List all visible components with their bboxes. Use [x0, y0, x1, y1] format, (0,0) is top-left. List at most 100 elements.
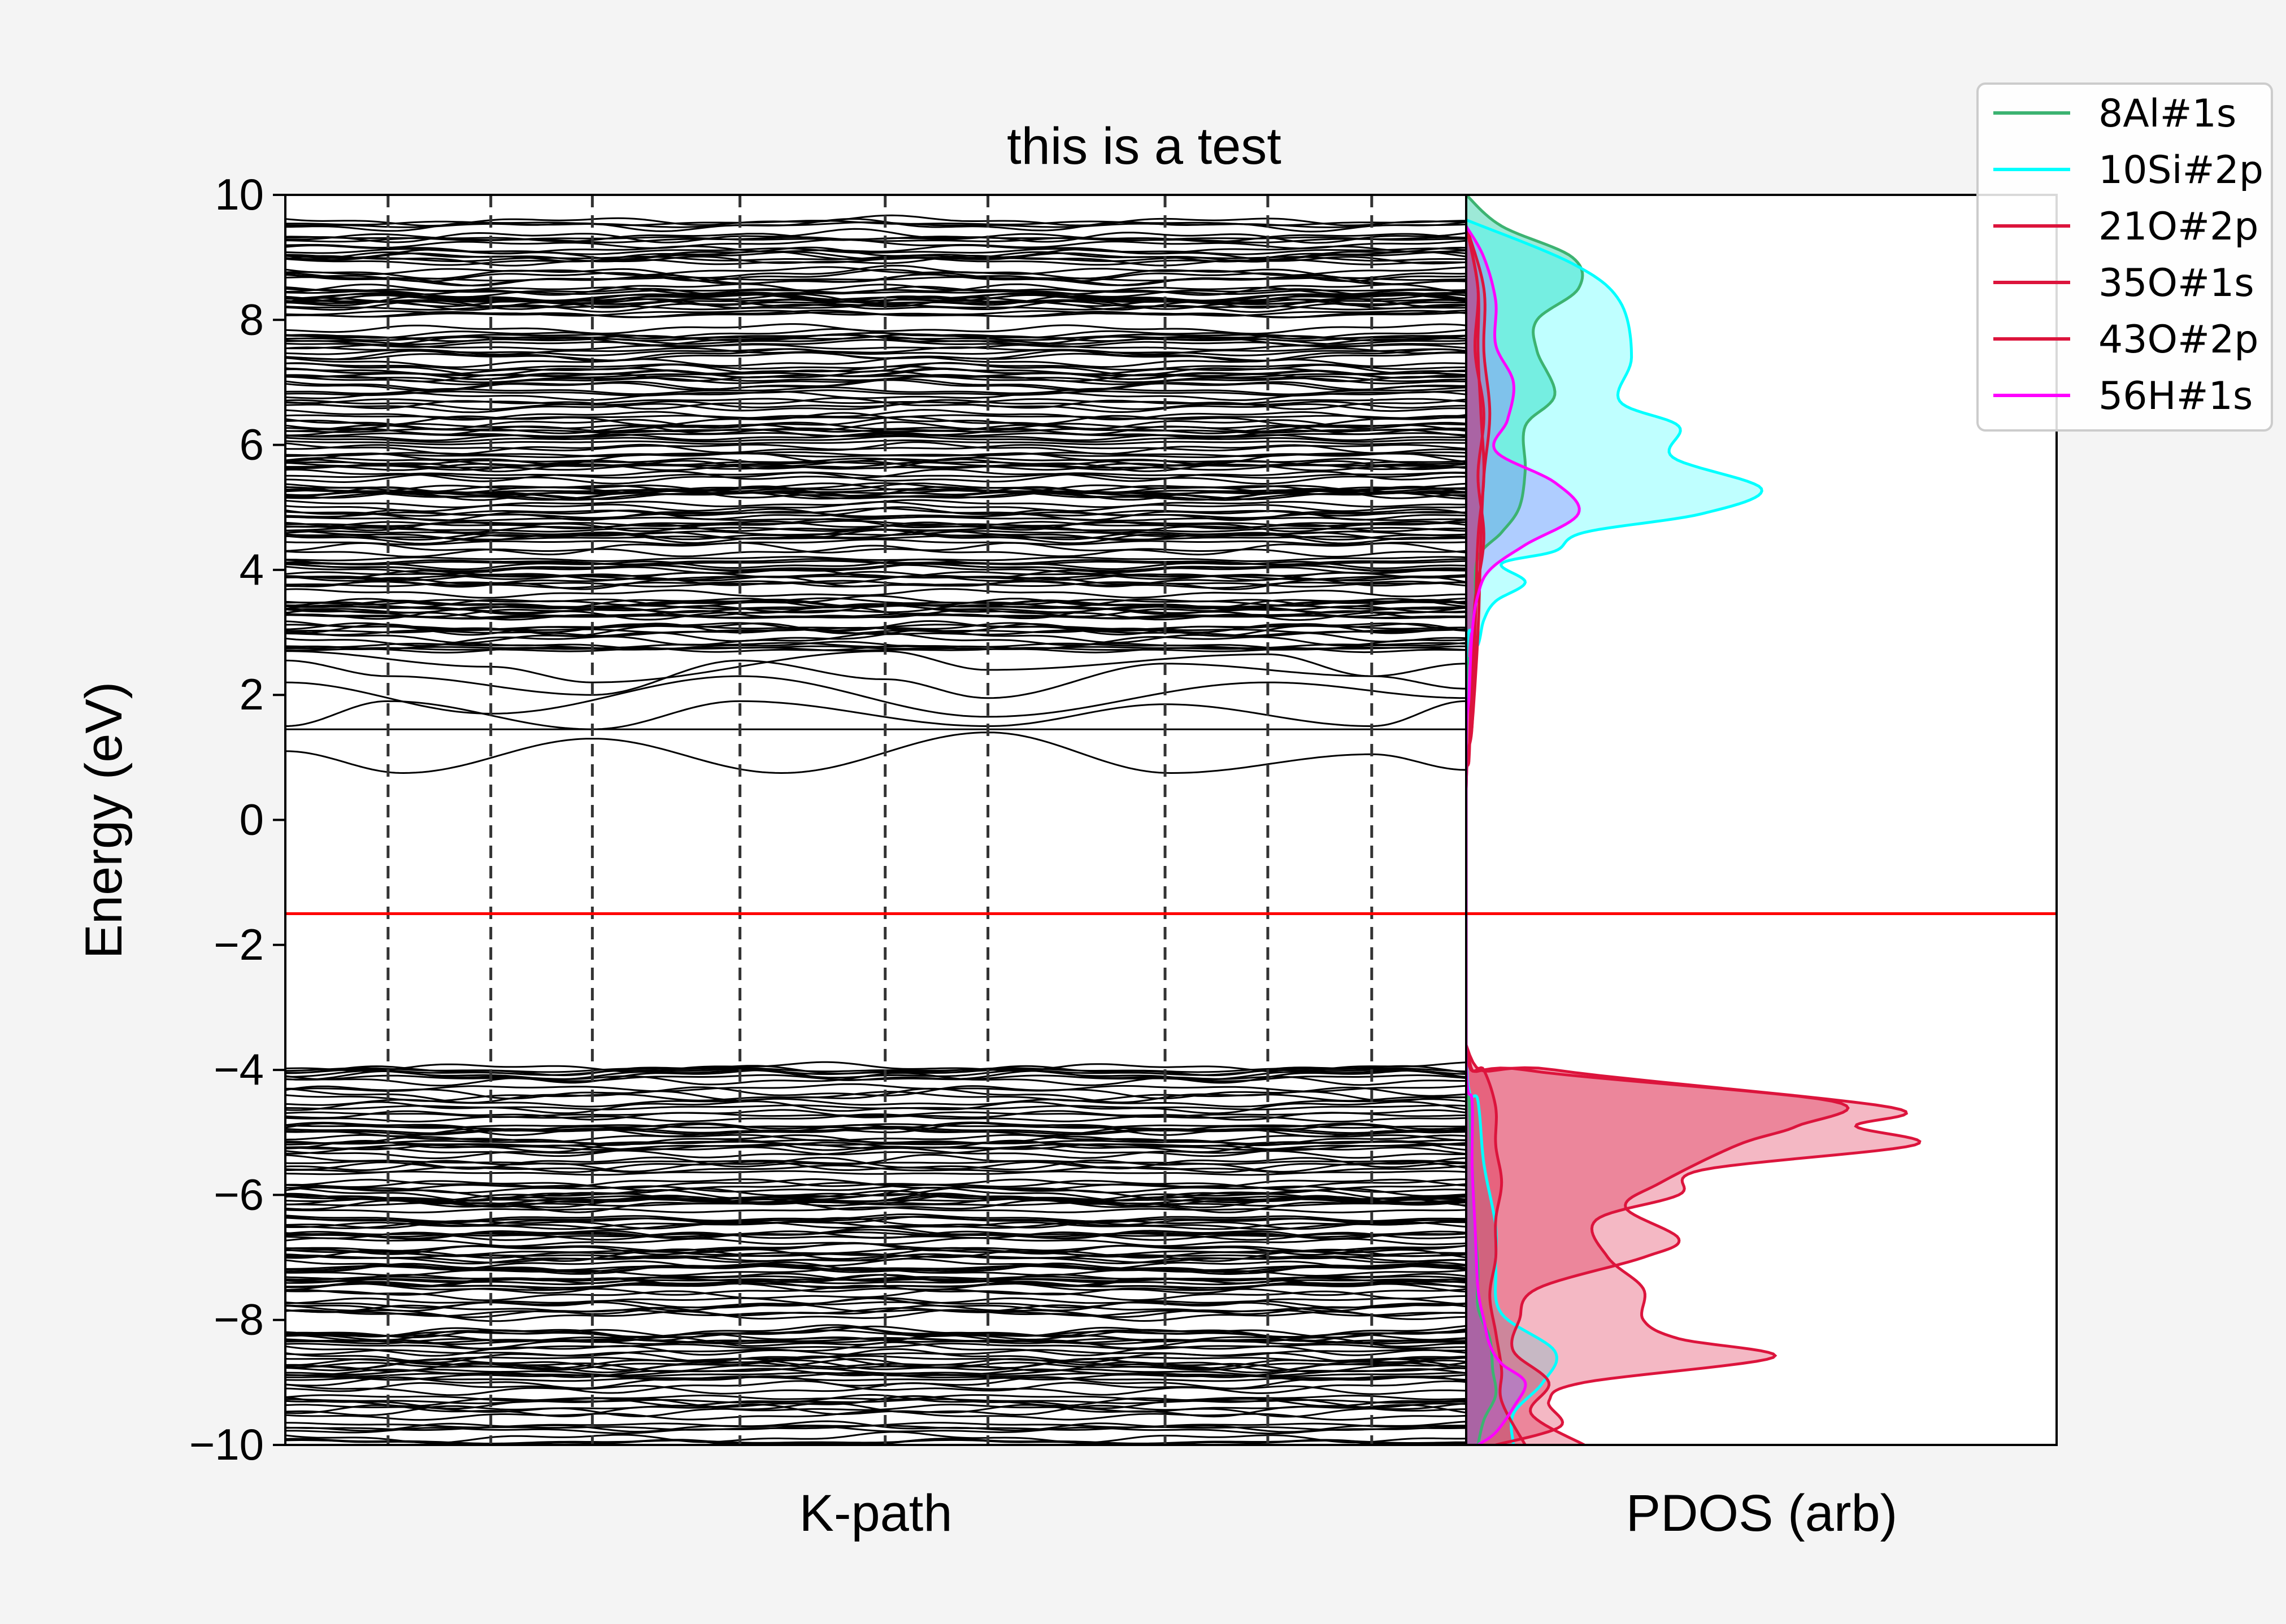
band-line	[285, 390, 1466, 401]
band-line	[285, 614, 1466, 620]
band-line	[285, 529, 1466, 542]
pdos-plot-area	[1466, 195, 2057, 1445]
y-tick-label: 2	[240, 669, 264, 719]
band-line	[285, 1325, 1466, 1339]
band-line	[285, 526, 1466, 533]
band-line	[285, 293, 1466, 309]
band-line	[285, 408, 1466, 421]
band-line	[285, 1303, 1466, 1315]
pdos-line-4	[1466, 225, 1527, 1445]
band-line	[285, 1061, 1466, 1073]
band-line	[285, 228, 1466, 244]
y-tick-label: 8	[240, 294, 264, 344]
band-line	[285, 641, 1466, 651]
band-line	[285, 622, 1466, 637]
band-line	[285, 399, 1466, 411]
band-line	[285, 568, 1466, 581]
band-line	[285, 1142, 1466, 1151]
band-line	[285, 389, 1466, 397]
x-axis-label-pdos: PDOS (arb)	[1626, 1484, 1898, 1542]
band-line	[285, 1403, 1466, 1418]
band-line	[285, 1358, 1466, 1373]
band-line	[285, 1285, 1466, 1296]
legend-label: 35O#1s	[2098, 261, 2254, 306]
legend-label: 10Si#2p	[2098, 148, 2263, 193]
band-line	[285, 556, 1466, 562]
pdos-lines	[1466, 195, 1922, 1445]
pdos-line-1	[1466, 218, 1763, 1445]
band-line	[285, 1367, 1466, 1377]
band-line	[285, 1439, 1466, 1444]
band-line	[285, 1329, 1466, 1338]
band-line	[285, 1257, 1466, 1270]
band-line	[285, 432, 1466, 438]
band-line	[285, 372, 1466, 378]
band-line	[285, 1309, 1466, 1322]
band-line	[285, 1431, 1466, 1444]
band-line	[285, 1375, 1466, 1390]
band-line	[285, 451, 1466, 458]
band-line	[285, 1288, 1466, 1301]
band-line	[285, 1265, 1466, 1271]
band-line	[285, 1410, 1466, 1421]
band-line	[285, 428, 1466, 439]
band-line	[285, 1083, 1466, 1092]
band-line	[285, 632, 1466, 647]
band-line	[285, 247, 1466, 255]
y-tick-label: 0	[240, 795, 264, 844]
band-line	[285, 461, 1466, 471]
band-line	[285, 700, 1466, 730]
band-line	[285, 236, 1466, 242]
pdos-fill-0	[1466, 195, 1583, 1445]
band-line	[285, 343, 1466, 351]
band-line	[285, 386, 1466, 395]
band-line	[285, 1376, 1466, 1382]
band-line	[285, 1186, 1466, 1199]
band-line	[285, 1278, 1466, 1286]
pdos-fill-1	[1466, 220, 1762, 1445]
band-line	[285, 538, 1466, 546]
band-line	[285, 1395, 1466, 1410]
band-line	[285, 1334, 1466, 1349]
band-line	[285, 490, 1466, 500]
band-line	[285, 1332, 1466, 1343]
band-line	[285, 563, 1466, 572]
band-line	[285, 545, 1466, 558]
y-tick-label: 10	[215, 169, 264, 219]
band-line	[285, 254, 1466, 263]
band-line	[285, 1170, 1466, 1176]
band-line	[285, 1087, 1466, 1104]
band-line	[285, 597, 1466, 607]
band-line	[285, 441, 1466, 455]
band-line	[285, 351, 1466, 362]
band-line	[285, 499, 1466, 508]
pdos-fill-3	[1466, 226, 1848, 1445]
band-line	[285, 1123, 1466, 1129]
band-line	[285, 1192, 1466, 1207]
band-line	[285, 1403, 1466, 1413]
band-line	[285, 424, 1466, 434]
y-tick-label: −10	[189, 1420, 264, 1469]
band-line	[285, 1147, 1466, 1160]
band-line	[285, 1213, 1466, 1222]
band-line	[285, 603, 1466, 614]
y-tick-label: −2	[214, 920, 264, 969]
band-line	[285, 506, 1466, 522]
band-line	[285, 1216, 1466, 1227]
pdos-plot-frame	[1465, 194, 2058, 1446]
band-line	[285, 1201, 1466, 1207]
band-line	[285, 346, 1466, 356]
band-line	[285, 367, 1466, 381]
band-line	[285, 435, 1466, 443]
band-line	[285, 1422, 1466, 1429]
band-line	[285, 518, 1466, 533]
band-line	[285, 1111, 1466, 1118]
legend-label: 21O#2p	[2098, 204, 2258, 249]
band-line	[285, 488, 1466, 495]
band-line	[285, 612, 1466, 619]
band-line	[285, 456, 1466, 467]
band-line	[285, 1398, 1466, 1404]
band-line	[285, 650, 1466, 683]
band-line	[285, 439, 1466, 446]
band-line	[285, 1254, 1466, 1264]
